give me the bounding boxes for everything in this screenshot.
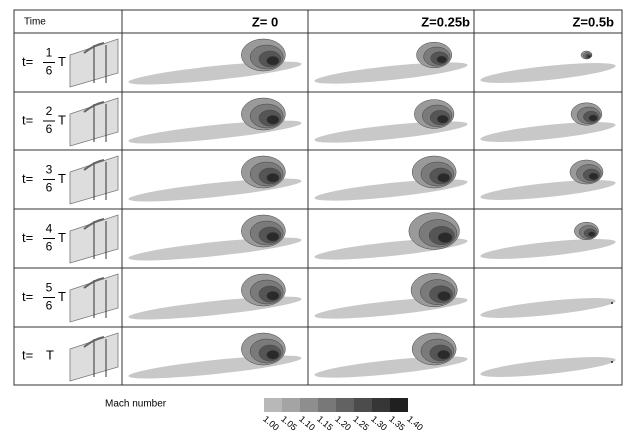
colorbar-label: 1.35 [387, 414, 407, 433]
airfoil [480, 59, 617, 87]
table-cell [474, 150, 622, 209]
time-unit: T [58, 171, 66, 186]
colorbar-label: 1.10 [297, 414, 317, 433]
time-prefix: t= [22, 289, 33, 304]
time-prefix: t= [22, 230, 33, 245]
fraction-denominator: 6 [46, 299, 53, 313]
figure: Time Mach number Z= 0Z=0.25bZ=0.5bt=16Tt… [0, 0, 624, 433]
time-prefix: t= [22, 112, 33, 127]
colorbar-label: 1.25 [351, 414, 371, 433]
mach-contour [437, 56, 447, 63]
colorbar-swatch [282, 398, 300, 412]
column-header: Z= 0 [252, 14, 278, 29]
column-header: Z=0.5b [572, 14, 614, 29]
time-unit: T [58, 112, 66, 127]
colorbar-swatch [300, 398, 318, 412]
mach-contour [437, 115, 448, 123]
table-cell [474, 209, 622, 268]
mach-contour [587, 55, 590, 57]
colorbar-label: 1.40 [405, 414, 425, 433]
mach-contour [611, 361, 613, 363]
airfoil [480, 294, 617, 322]
fraction-denominator: 6 [46, 64, 53, 78]
column-header: Z=0.25b [421, 14, 470, 29]
colorbar-swatch [264, 398, 282, 412]
mach-contour [589, 173, 598, 180]
mach-contour [267, 291, 279, 300]
time-prefix: t= [22, 54, 33, 69]
colorbar-label: 1.05 [279, 414, 299, 433]
fraction-denominator: 6 [46, 122, 53, 136]
mach-contour [438, 350, 450, 359]
time-unit: T [46, 347, 54, 362]
colorbar-label: 1.00 [261, 414, 281, 433]
mach-contour [438, 232, 452, 242]
time-unit: T [58, 54, 66, 69]
mach-contour [438, 173, 450, 182]
colorbar-swatch [318, 398, 336, 412]
colorbar-swatch [390, 398, 408, 412]
airfoil [480, 235, 617, 263]
mach-contour [611, 302, 613, 304]
colorbar-label: 1.15 [315, 414, 335, 433]
colorbar-label: 1.30 [369, 414, 389, 433]
table-cell [474, 33, 622, 92]
mach-contour [267, 350, 279, 359]
time-unit: T [58, 289, 66, 304]
time-prefix: t= [22, 347, 33, 362]
mach-contour [438, 291, 451, 300]
fraction-numerator: 4 [46, 222, 53, 236]
mach-contour [588, 232, 595, 237]
time-unit: T [58, 230, 66, 245]
colorbar-label: 1.20 [333, 414, 353, 433]
fraction-numerator: 2 [46, 104, 53, 118]
time-header: Time [24, 17, 46, 28]
colorbar-swatch [354, 398, 372, 412]
fraction-numerator: 5 [46, 281, 53, 295]
time-prefix: t= [22, 171, 33, 186]
fraction-denominator: 6 [46, 240, 53, 254]
fraction-denominator: 6 [46, 181, 53, 195]
colorbar-swatch [336, 398, 354, 412]
mach-contour [267, 56, 279, 65]
legend-title: Mach number [105, 399, 167, 410]
mach-contour [267, 115, 279, 124]
fraction-numerator: 1 [46, 46, 53, 60]
mach-contour [589, 115, 598, 121]
table-cell [474, 268, 622, 327]
airfoil [480, 353, 617, 381]
table-cell [122, 10, 308, 33]
mach-contour [267, 173, 279, 182]
mach-contour [267, 232, 279, 241]
fraction-numerator: 3 [46, 163, 53, 177]
colorbar-swatch [372, 398, 390, 412]
